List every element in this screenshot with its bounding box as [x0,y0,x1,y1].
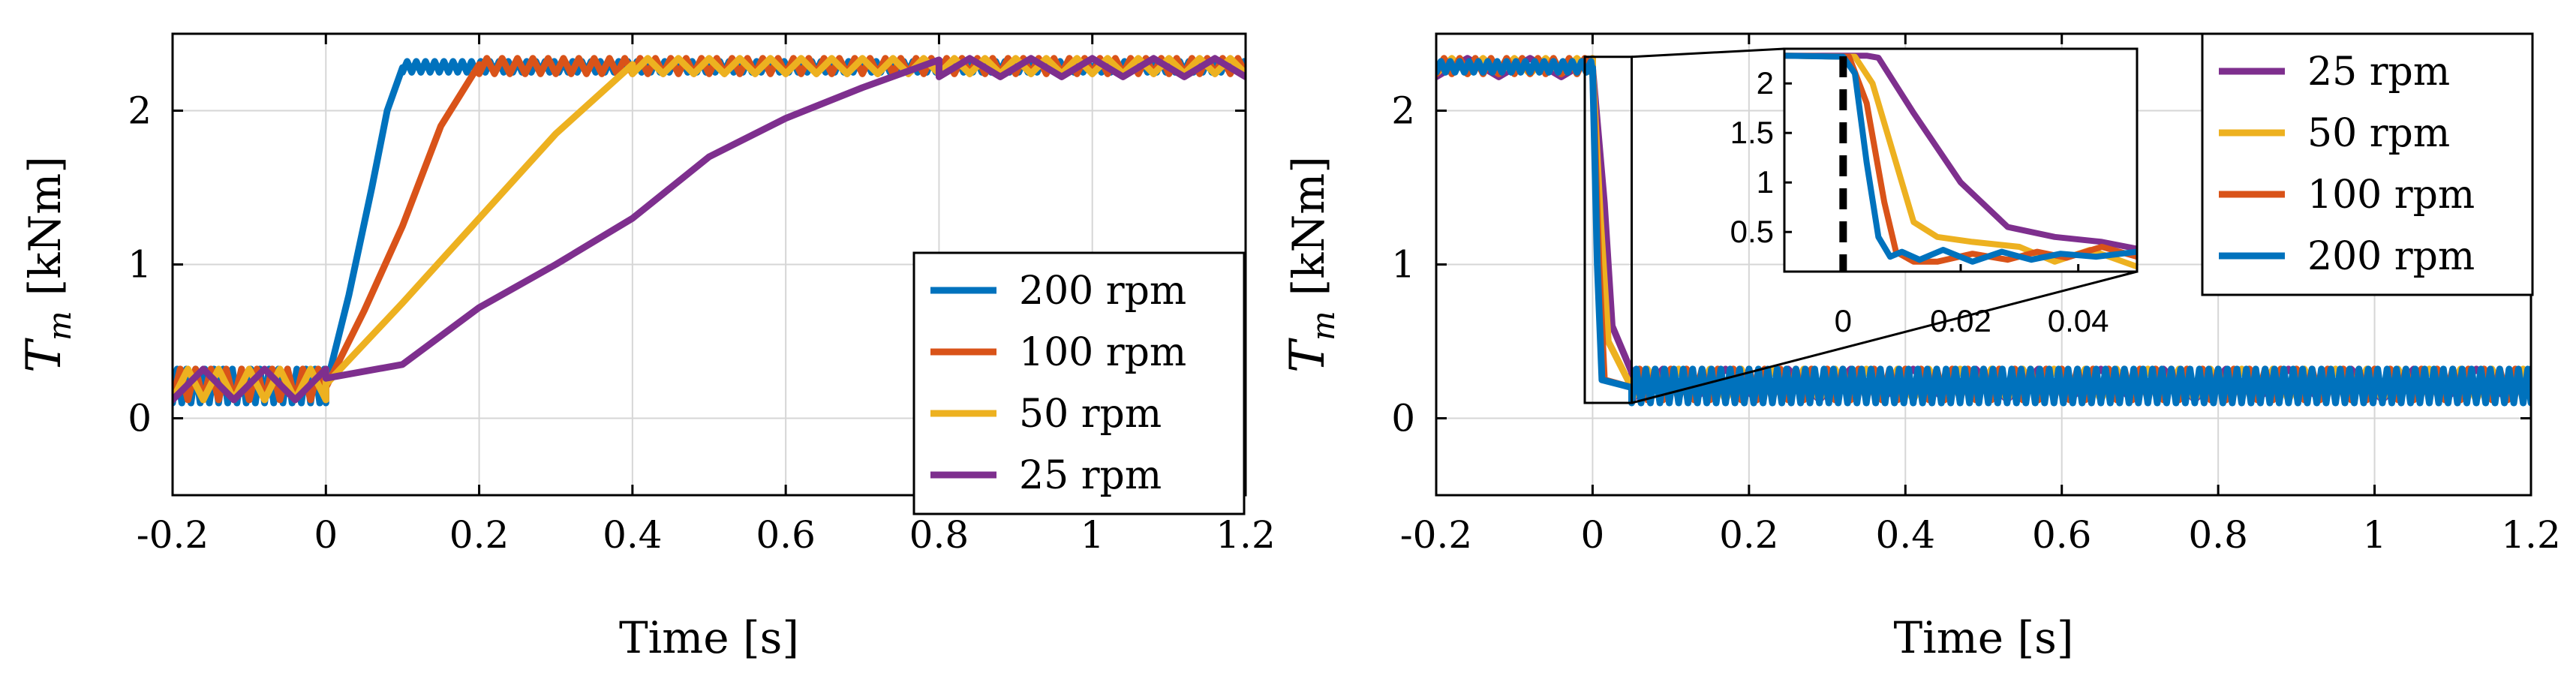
y-label-unit: [kNm] [1283,156,1334,296]
x-axis-label: Time [s] [1893,612,2073,663]
inset-y-tick-label: 1.5 [1730,115,1774,150]
inset-x-tick-label: 0.02 [1930,303,1991,338]
x-tick-label: 0 [314,513,338,557]
y-label-subscript: m [1305,311,1342,341]
inset-y-tick-label: 2 [1757,65,1774,101]
legend-label: 50 rpm [2307,111,2450,156]
x-axis-label: Time [s] [619,612,799,663]
y-tick-label: 2 [1391,89,1415,133]
inset-x-tick-label: 0.04 [2048,303,2109,338]
zoom-connector [1631,270,2138,404]
y-tick-label: 0 [128,397,152,440]
right-torque-plot: -0.2 0 0.2 0.4 0.6 0.8 1 1.2 0 1 2 Time [s] Tm [kNm] 2… [1280,32,2561,663]
legend: 200 rpm 100 rpm 50 rpm 25 rpm [912,251,1246,515]
x-tick-label: 0.6 [756,513,816,557]
inset-y-tick-label: 0.5 [1730,214,1774,249]
left-torque-plot: -0.2 0 0.2 0.4 0.6 0.8 1 1.2 0 1 2 Time [s] Tm [kNm] 2… [17,32,1276,663]
x-tick-label: 0.8 [2188,513,2248,557]
inset-line-100-rpm [1784,53,2137,265]
x-tick-label: 0.6 [2032,513,2092,557]
x-tick-label: 0.4 [603,513,663,557]
x-tick-label: 0 [1581,513,1605,557]
inset-line-200-rpm [1784,53,2137,265]
inset-series-group [1784,53,2137,270]
y-tick-label: 1 [1391,243,1415,287]
zoom-inset: 0 0.02 0.04 0.5 1 1.5 2 [1583,47,2139,404]
y-tick-label: 2 [128,89,152,133]
x-tick-label: 0.4 [1876,513,1936,557]
series-group [173,55,1246,407]
legend-label: 50 rpm [1019,392,1162,437]
x-tick-label: 0.2 [449,513,509,557]
y-label-subscript: m [41,311,78,341]
x-tick-label: 1 [1081,513,1105,557]
y-label-symbol: T [1280,338,1336,373]
zoom-region-box [1583,56,1634,404]
inset-x-tick-label: 0 [1835,303,1852,338]
legend-box [912,251,1246,515]
legend-label: 25 rpm [1019,453,1162,498]
x-tick-label: -0.2 [137,513,209,557]
legend-label: 100 rpm [1019,330,1186,375]
legend-label: 200 rpm [2307,234,2475,279]
legend-label: 200 rpm [1019,269,1186,314]
y-label-symbol: T [17,338,72,373]
inset-line-25-rpm [1784,53,2137,252]
x-tick-label: 0.8 [909,513,969,557]
x-tick-label: 0.2 [1719,513,1779,557]
legend: 25 rpm 50 rpm 100 rpm 200 rpm [2201,32,2534,296]
x-tick-label: -0.2 [1400,513,1472,557]
legend-label: 25 rpm [2307,50,2450,95]
y-axis-label: Tm [kNm] [1280,156,1342,373]
y-label-unit: [kNm] [20,156,71,296]
y-tick-label: 0 [1391,397,1415,440]
series-group [1436,55,2531,407]
x-tick-label: 1 [2363,513,2387,557]
zoom-connector [1631,47,1785,59]
x-tick-label: 1.2 [2501,513,2561,557]
inset-y-tick-label: 1 [1757,164,1774,200]
legend-box [2201,32,2534,296]
legend-label: 100 rpm [2307,173,2475,218]
x-tick-label: 1.2 [1216,513,1276,557]
y-axis-label: Tm [kNm] [17,156,78,373]
y-tick-label: 1 [128,243,152,287]
series-line-25-rpm [173,55,1246,404]
